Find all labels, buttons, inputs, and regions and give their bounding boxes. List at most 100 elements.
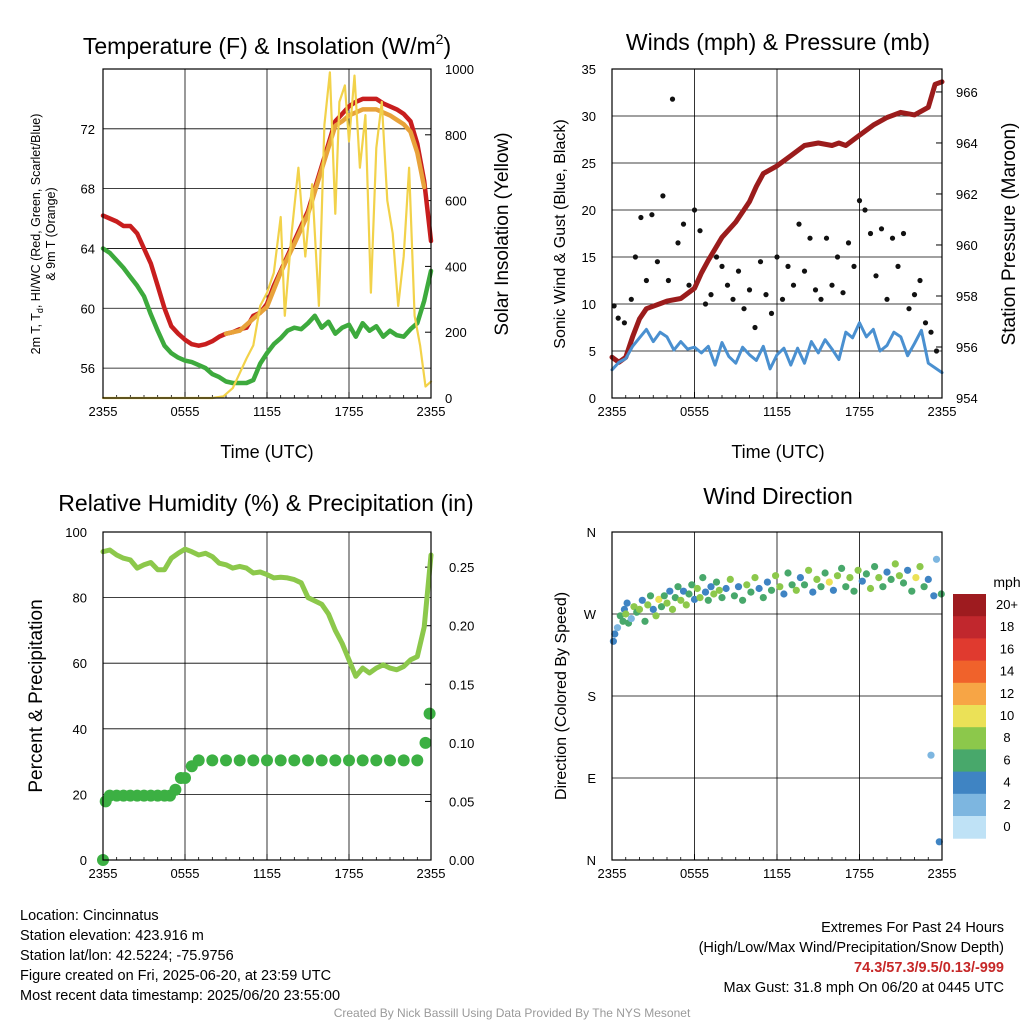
y-tick-label-left: 60 (73, 656, 87, 671)
temperature-xlabel: Time (UTC) (220, 442, 313, 462)
y-tick-label-left: 0 (589, 391, 596, 406)
direction-point (747, 588, 755, 596)
precip-point (220, 754, 232, 767)
direction-point (759, 594, 767, 602)
colorbar-swatch (953, 771, 986, 795)
y-tick-label-left: S (587, 689, 596, 704)
most-recent-timestamp: Most recent data timestamp: 2025/06/20 2… (20, 988, 341, 1004)
direction-point (796, 574, 805, 582)
direction-point (682, 601, 690, 609)
precip-point (343, 754, 355, 767)
y-tick-label-right: 964 (956, 136, 978, 151)
direction-point (627, 615, 635, 623)
series-line (609, 79, 945, 365)
direction-point (932, 555, 941, 563)
x-tick-label: 1155 (253, 404, 281, 419)
precip-point (315, 754, 328, 767)
x-tick-label: 2355 (417, 866, 446, 881)
y-tick-label-right: 200 (445, 325, 467, 340)
direction-point (935, 838, 943, 846)
direction-point (734, 583, 743, 591)
gust-point (884, 296, 890, 302)
station-info: Location: Cincinnatus Station elevation:… (20, 906, 340, 1006)
y-tick-label-left: 0 (80, 853, 87, 868)
y-tick-label-right: 966 (956, 85, 978, 100)
y-tick-label-right: 0 (445, 391, 452, 406)
direction-point (776, 583, 784, 591)
gust-point (917, 277, 923, 284)
direction-point (707, 583, 715, 591)
direction-point (930, 592, 938, 600)
direction-point (722, 584, 730, 593)
y-tick-label-right: 956 (956, 340, 978, 355)
x-tick-label: 1755 (845, 404, 874, 419)
direction-point (751, 574, 759, 582)
colorbar-swatch (953, 616, 986, 639)
direction-point (842, 583, 850, 591)
direction-point (616, 612, 624, 620)
gust-point (615, 315, 621, 321)
temperature-ylabel-right: Solar Insolation (Yellow) (492, 132, 513, 335)
colorbar-label: 2 (1003, 797, 1010, 812)
colorbar-swatch (953, 793, 986, 817)
y-tick-label-left: 60 (81, 301, 95, 316)
direction-point (780, 590, 788, 598)
precip-point (302, 754, 314, 767)
y-tick-label-right: 0.05 (449, 794, 474, 809)
direction-point (685, 590, 693, 598)
gust-point (713, 254, 720, 260)
gust-point (829, 282, 835, 288)
direction-point (715, 586, 723, 594)
y-tick-label-right: 0.10 (449, 736, 474, 751)
direction-point (879, 583, 887, 591)
extremes-title: Extremes For Past 24 Hours (821, 920, 1004, 936)
direction-point (763, 578, 772, 586)
gust-point (730, 296, 736, 302)
direction-point (668, 605, 677, 614)
direction-point (609, 637, 618, 645)
colorbar-swatch (953, 705, 986, 728)
precip-point (288, 754, 301, 767)
winds-panel: Winds (mph) & Pressure (mb) Time (UTC) S… (552, 29, 1020, 462)
direction-point (655, 595, 663, 604)
humidity-title: Relative Humidity (%) & Precipitation (i… (58, 490, 473, 516)
gust-point (632, 254, 639, 260)
direction-point (630, 603, 638, 611)
station-latlon: Station lat/lon: 42.5224; -75.9756 (20, 948, 234, 964)
gust-point (812, 287, 819, 293)
station-elevation: Station elevation: 423.916 m (20, 928, 204, 944)
direction-point (817, 583, 825, 591)
gust-point (790, 282, 797, 288)
gust-point (719, 263, 725, 269)
y-tick-label-left: 56 (81, 361, 95, 376)
precip-point (179, 772, 191, 784)
gust-point (845, 240, 852, 246)
colorbar-label: 14 (1000, 664, 1014, 679)
temperature-ylabel-left-line1: 2m T, Td, HI/WC (Red, Green, Scarlet/Blu… (29, 114, 45, 355)
gust-point (834, 254, 841, 260)
x-tick-label: 2355 (89, 866, 118, 881)
colorbar-label: 8 (1003, 730, 1010, 745)
direction-point (800, 581, 809, 589)
x-tick-label: 2355 (928, 866, 957, 881)
gust-point (697, 228, 703, 234)
direction-panel: Wind Direction Direction (Colored By Spe… (553, 483, 1021, 881)
direction-point (701, 588, 710, 596)
gust-point (895, 263, 901, 269)
extremes-values: 74.3/57.3/9.5/0.13/-999 (854, 960, 1004, 976)
direction-point (710, 590, 718, 598)
precip-point (233, 754, 246, 767)
direction-point (805, 566, 813, 574)
gust-point (757, 259, 764, 265)
y-tick-label-left: 25 (582, 156, 596, 171)
gust-point (851, 263, 857, 269)
direction-point (875, 574, 883, 582)
gust-point (669, 96, 676, 102)
x-tick-label: 1155 (763, 866, 791, 881)
direction-point (904, 566, 912, 574)
series-line (100, 246, 434, 386)
x-tick-label: 2355 (417, 404, 446, 419)
colorbar-label: 16 (1000, 641, 1014, 656)
y-tick-label-right: 600 (445, 194, 467, 209)
